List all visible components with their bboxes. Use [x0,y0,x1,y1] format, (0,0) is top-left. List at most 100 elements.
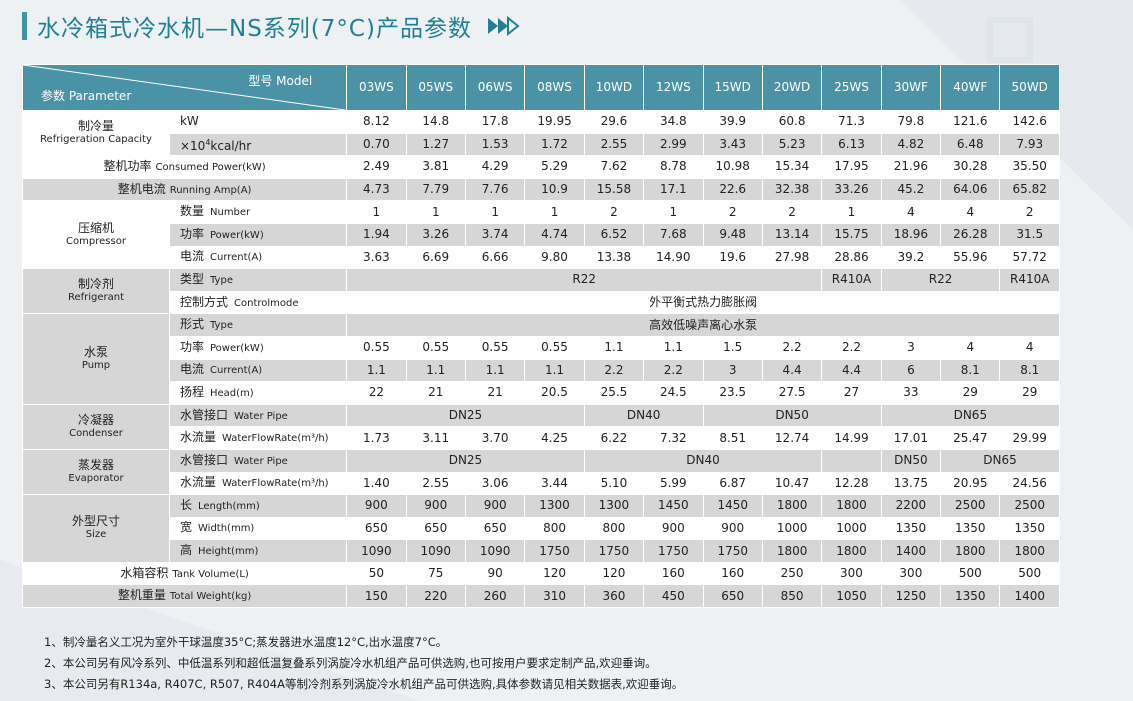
table-row: 控制方式 Controlmode 外平衡式热力膨胀阀 [23,290,1060,315]
model-header-cell: 06WS [464,64,526,111]
value-cell: 29 [999,381,1060,405]
value-cell: 4.73 [346,177,407,202]
weight-label: 整机重量 Total Weight(kg) [21,584,348,609]
condenser-group-cn: 冷凝器 [77,412,114,427]
table-row: 水流量 WaterFlowRate(m³/h) 1.40 2.55 3.06 3.44 5.… [23,471,1060,496]
value-cell: 3.74 [464,222,526,247]
table-row: 压缩机 Compressor 数量 Number 1 1 1 1 2 1 2 2 1 4 4 2 [22,200,1060,270]
value-cell: 10.98 [702,155,763,179]
value-cell: 23.5 [702,381,763,405]
value-cell: 1.1 [346,358,407,383]
value-cell: 4.74 [524,222,585,247]
value-cell: 4 [999,335,1060,360]
evap-flow-label-cn: 水流量 [179,475,216,490]
power-label-en: Consumed Power(kW) [155,161,266,173]
table-row: 功率 Power(kW) 1.94 3.26 3.74 4.74 6.52 7.68 9.48 1… [23,222,1060,247]
value-cell: 1.53 [464,132,526,157]
spec-table: 型号 Model 参数 Parameter 03WS 05WS 06WS 08WS 10… [21,64,1061,609]
condenser-group-en: Condenser [69,427,123,439]
header-row: 型号 Model 参数 Parameter 03WS 05WS 06WS 08WS 10… [21,64,1060,111]
value-cell: 45.2 [880,177,942,202]
value-cell: 50 [346,561,407,586]
model-header-cell: 03WS [346,64,407,111]
value-cell: 13.75 [880,471,942,496]
value-cell: 1800 [761,494,823,518]
footnote: 3、本公司另有R134a, R407C, R507, R404A等制冷剂系列涡旋… [44,677,684,691]
value-cell: 8.78 [643,155,704,179]
capacity-group-cn: 制冷量 [77,119,114,134]
span-cell: DN25 [346,403,585,428]
span-cell: DN25 [346,448,585,473]
value-cell: 2500 [999,494,1060,518]
kcal-unit-suffix: kcal/hr [210,138,252,153]
comp-current-label: 电流 Current(A) [168,245,348,270]
value-cell: 14.99 [821,426,882,450]
value-cell: 2.2 [583,358,645,383]
value-cell: 7.32 [643,426,704,450]
value-cell: 250 [761,561,823,586]
kw-unit-cn: kW [179,114,199,129]
value-cell: 1.94 [346,222,407,247]
value-cell: 39.9 [702,110,763,134]
pump-group-en: Pump [81,360,111,372]
value-cell: 1800 [761,539,823,563]
cond-pipe-label: 水管接口 Water Pipe [168,403,348,428]
value-cell: 12.74 [761,426,823,450]
height-label-cn: 高 [179,543,192,558]
pump-power-label-cn: 功率 [179,339,204,354]
value-cell: 3.06 [464,471,526,496]
evap-flow-label: 水流量 WaterFlowRate(m³/h) [168,471,348,496]
pump-power-label: 功率 Power(kW) [168,335,348,360]
comp-current-label-cn: 电流 [179,249,204,264]
value-cell: 19.95 [524,110,585,134]
value-cell: 4.4 [761,358,823,383]
value-cell: 1.1 [583,335,645,360]
comp-number-label-cn: 数量 [179,204,204,219]
value-cell: 1350 [940,516,1001,541]
value-cell: 650 [346,516,407,541]
value-cell: 5.10 [583,471,645,496]
capacity-group-en: Refrigeration Capacity [40,134,152,146]
pump-current-label-cn: 电流 [179,362,204,377]
pump-head-label-en: Head(m) [210,387,254,399]
refrigerant-group-cn: 制冷剂 [77,277,114,292]
size-group-en: Size [85,529,107,541]
value-cell: 21 [405,381,466,405]
value-cell: 13.38 [583,245,645,270]
tank-label-en: Tank Volume(L) [172,568,249,580]
value-cell: 650 [405,516,466,541]
value-cell: 17.1 [643,177,704,202]
value-cell: 7.93 [999,132,1060,157]
amp-label: 整机电流 Running Amp(A) [21,177,348,202]
value-cell: 6 [880,358,942,383]
model-header-cell: 08WS [524,64,585,111]
value-cell: 1350 [940,584,1001,609]
value-cell: 27 [821,381,882,405]
table-row: 功率 Power(kW) 0.55 0.55 0.55 0.55 1.1 1.1 1.5 2.2 2… [23,335,1060,360]
weight-label-en: Total Weight(kg) [169,591,252,603]
model-header-cell: 40WF [940,64,1001,111]
ref-type-label-en: Type [210,274,233,286]
value-cell: 34.8 [643,110,704,134]
pump-head-label-cn: 扬程 [179,384,204,399]
value-cell: 2500 [940,494,1001,518]
comp-power-label-en: Power(kW) [210,229,264,241]
span-cell: 高效低噪声离心水泵 [346,313,1060,337]
evap-flow-label-en: WaterFlowRate(m³/h) [222,478,329,490]
tank-label-cn: 水箱容积 [120,565,169,580]
value-cell: 1800 [940,539,1001,563]
value-cell: 900 [702,516,763,541]
value-cell: 1350 [999,516,1060,541]
power-label: 整机功率 Consumed Power(kW) [21,155,348,179]
value-cell: 12.28 [821,471,882,496]
value-cell: 31.5 [999,222,1060,247]
table-row: 高 Height(mm) 1090 1090 1090 1750 1750 1750 1750 1… [23,539,1060,563]
value-cell: 900 [464,494,526,518]
value-cell: 300 [880,561,942,586]
width-label: 宽 Width(mm) [168,516,348,541]
value-cell: 79.8 [880,110,942,134]
pump-type-label: 形式 Type [168,313,348,337]
value-cell: 1.5 [702,335,763,360]
value-cell: 24.56 [999,471,1060,496]
compressor-group: 压缩机 Compressor [22,200,170,270]
